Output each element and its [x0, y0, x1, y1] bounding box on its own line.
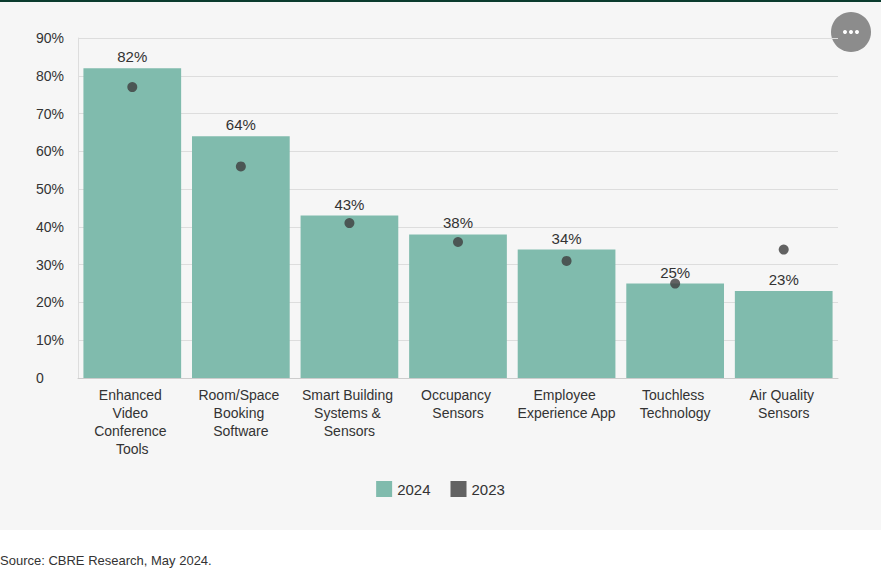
svg-text:64%: 64%	[226, 116, 256, 133]
svg-text:70%: 70%	[36, 106, 64, 122]
svg-text:Conference: Conference	[94, 423, 170, 439]
svg-text:2024: 2024	[397, 481, 430, 498]
svg-text:Air Quality: Air Quality	[749, 387, 817, 403]
svg-text:43%: 43%	[334, 196, 364, 213]
svg-text:Employee: Employee	[533, 387, 599, 403]
svg-text:2023: 2023	[472, 481, 505, 498]
svg-text:10%: 10%	[36, 332, 64, 348]
svg-text:Sensors: Sensors	[324, 423, 375, 439]
svg-text:Software: Software	[213, 423, 268, 439]
svg-text:Enhanced: Enhanced	[99, 387, 166, 403]
svg-text:80%: 80%	[36, 68, 64, 84]
svg-text:0: 0	[36, 370, 44, 386]
svg-text:38%: 38%	[443, 214, 473, 231]
svg-text:Systems &: Systems &	[314, 405, 385, 421]
svg-text:Touchless: Touchless	[642, 387, 708, 403]
svg-text:Booking: Booking	[214, 405, 268, 421]
svg-text:Source: CBRE Research, May 202: Source: CBRE Research, May 2024.	[0, 553, 212, 568]
svg-text:Video: Video	[113, 405, 152, 421]
svg-text:40%: 40%	[36, 219, 64, 235]
svg-text:30%: 30%	[36, 257, 64, 273]
svg-text:Sensors: Sensors	[432, 405, 483, 421]
svg-text:25%: 25%	[660, 264, 690, 281]
svg-text:Occupancy: Occupancy	[421, 387, 495, 403]
svg-text:Tools: Tools	[116, 441, 149, 457]
svg-text:Technology: Technology	[640, 405, 711, 421]
svg-text:20%: 20%	[36, 294, 64, 310]
svg-text:Experience App: Experience App	[518, 405, 616, 421]
svg-text:82%: 82%	[117, 48, 147, 65]
svg-text:34%: 34%	[552, 230, 582, 247]
svg-text:Sensors: Sensors	[758, 405, 809, 421]
svg-text:23%: 23%	[769, 271, 799, 288]
svg-text:60%: 60%	[36, 143, 64, 159]
svg-text:Room/Space: Room/Space	[198, 387, 283, 403]
svg-text:90%: 90%	[36, 30, 64, 46]
svg-text:50%: 50%	[36, 181, 64, 197]
svg-text:Smart Building: Smart Building	[302, 387, 397, 403]
